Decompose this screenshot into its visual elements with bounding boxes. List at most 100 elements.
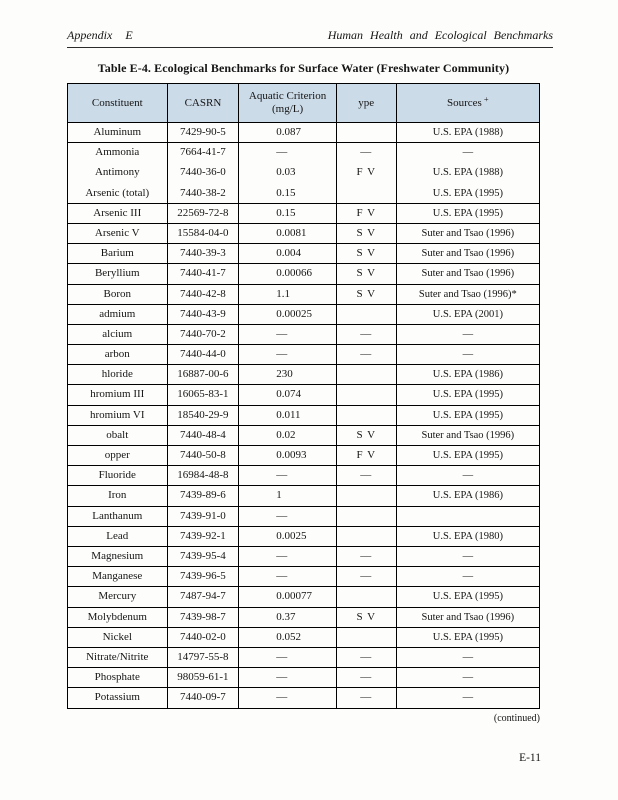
casrn-cell: 7440-44-0	[168, 345, 240, 365]
constituent-cell: Ammonia	[68, 143, 168, 164]
source-cell: U.S. EPA (1980)	[432, 530, 503, 542]
type-cell: F V	[337, 446, 397, 466]
source-cell: —	[462, 571, 474, 583]
column-header-casrn: CASRN	[168, 84, 240, 122]
column-header-sources: Sources +	[397, 84, 539, 122]
type-cell: F V	[337, 203, 397, 223]
criterion-cell: —	[239, 567, 337, 587]
table-row: Manganese 7439-96-5— — —	[68, 567, 539, 588]
source-cell: Suter and Tsao (1996)	[421, 227, 515, 239]
casrn-cell: 7440-43-9	[168, 304, 240, 324]
constituent-cell: Antimony	[68, 163, 168, 184]
sources-header-label: Sources	[447, 96, 482, 109]
constituent-cell: Aluminum	[68, 123, 168, 143]
type-cell	[337, 506, 397, 526]
table-body: Aluminum 7429-90-5 0.087 U.S. EPA (1988) Amm…	[68, 123, 539, 709]
source-cell: Suter and Tsao (1996)	[421, 268, 515, 280]
source-cell: —	[462, 672, 474, 684]
table-row: Boron 7440-42-8 1.1 S V Suter and Tsao (1996…	[68, 284, 539, 305]
header-rule	[67, 47, 553, 48]
running-header-appendix: Appendix E	[67, 28, 133, 42]
table-row: Phosphate 98059-61-1— — —	[68, 668, 539, 689]
source-cell: U.S. EPA (1995)	[432, 631, 503, 643]
constituent-cell: arbon	[68, 345, 168, 365]
type-cell	[337, 627, 397, 647]
criterion-cell: —	[239, 324, 337, 345]
constituent-cell: Potassium	[68, 688, 168, 709]
table-row: obalt 7440-48-4 0.02 S V Suter and Tsao (199…	[68, 425, 539, 446]
criterion-cell: —	[239, 668, 337, 688]
source-cell: U.S. EPA (1995)	[432, 389, 503, 401]
criterion-cell: 1.1	[239, 284, 337, 304]
type-cell	[337, 526, 397, 546]
casrn-cell: 18540-29-9	[168, 405, 240, 425]
casrn-cell: 7664-41-7	[168, 143, 240, 164]
table-row: alcium 7440-70-2— — —	[68, 324, 539, 346]
criterion-header-line2: (mg/L)	[271, 103, 304, 115]
casrn-cell: 14797-55-8	[168, 647, 240, 668]
sources-header-wrap: Sources +	[447, 93, 489, 110]
constituent-cell: obalt	[68, 425, 168, 445]
criterion-cell: 0.087	[239, 123, 337, 143]
criterion-cell: 0.00025	[239, 304, 337, 324]
table-row: Barium 7440-39-3 0.004 S V Suter and Tsao (1…	[68, 244, 539, 265]
source-cell: U.S. EPA (1995)	[432, 409, 503, 421]
constituent-cell: hloride	[68, 365, 168, 385]
casrn-cell: 7440-09-7	[168, 688, 240, 709]
table-row: Aluminum 7429-90-5 0.087 U.S. EPA (1988)	[68, 123, 539, 144]
table-row: Potassium 7440-09-7— — —	[68, 688, 539, 709]
constituent-cell: Fluoride	[68, 466, 168, 486]
table-row: Mercury 7487-94-7 0.00077 U.S. EPA (1995)	[68, 587, 539, 608]
criterion-cell: —	[239, 647, 337, 668]
type-cell: —	[337, 647, 397, 668]
type-cell	[337, 405, 397, 425]
casrn-cell: 7487-94-7	[168, 587, 240, 607]
constituent-cell: Lanthanum	[68, 506, 168, 526]
source-cell: U.S. EPA (1986)	[432, 490, 503, 502]
casrn-cell: 7440-70-2	[168, 324, 240, 345]
casrn-cell: 16887-00-6	[168, 365, 240, 385]
type-cell	[337, 304, 397, 324]
benchmarks-table: Constituent CASRN Aquatic Criterion (mg/…	[67, 83, 540, 710]
casrn-cell: 7439-89-6	[168, 486, 240, 506]
column-header-aquatic-criterion: Aquatic Criterion (mg/L)	[239, 84, 337, 122]
table-row: Lead 7439-92-1 0.0025 U.S. EPA (1980)	[68, 526, 539, 547]
constituent-cell: Arsenic III	[68, 203, 168, 223]
constituent-cell: Lead	[68, 526, 168, 546]
source-cell: —	[462, 470, 474, 482]
casrn-cell: 7440-02-0	[168, 627, 240, 647]
table-row: hromium III 16065-83-1 0.074 U.S. EPA (1995…	[68, 385, 539, 406]
casrn-cell: 7439-92-1	[168, 526, 240, 546]
criterion-header-line1: Aquatic Criterion	[248, 90, 327, 102]
source-cell: —	[462, 349, 474, 361]
page-content: Appendix E Human Health and Ecological B…	[67, 28, 553, 724]
constituent-cell: Magnesium	[68, 546, 168, 567]
sources-superscript: +	[483, 93, 489, 104]
type-cell: —	[337, 567, 397, 587]
table-row: Fluoride 16984-48-8— — —	[68, 466, 539, 487]
criterion-cell: 0.004	[239, 244, 337, 264]
constituent-cell: Iron	[68, 486, 168, 506]
source-cell: U.S. EPA (2001)	[432, 308, 503, 320]
table-title: Table E-4. Ecological Benchmarks for Sur…	[97, 61, 510, 75]
casrn-cell: 16984-48-8	[168, 466, 240, 486]
criterion-cell: —	[239, 688, 337, 709]
source-cell: —	[462, 651, 474, 663]
type-cell: —	[337, 324, 397, 345]
type-cell	[337, 385, 397, 405]
casrn-cell: 7439-95-4	[168, 546, 240, 567]
type-cell: S V	[337, 425, 397, 445]
constituent-cell: alcium	[68, 324, 168, 345]
type-cell: S V	[337, 284, 397, 304]
table-header-row: Constituent CASRN Aquatic Criterion (mg/…	[68, 84, 539, 123]
criterion-cell: 0.0081	[239, 223, 337, 244]
casrn-cell: 98059-61-1	[168, 668, 240, 688]
table-row: Iron 7439-89-6 1 U.S. EPA (1986)	[68, 486, 539, 507]
criterion-cell: 0.052	[239, 627, 337, 647]
source-cell: Suter and Tsao (1996)	[421, 248, 515, 260]
source-cell: —	[462, 328, 474, 340]
type-cell	[337, 587, 397, 607]
type-cell: S V	[337, 223, 397, 244]
type-cell: —	[337, 546, 397, 567]
